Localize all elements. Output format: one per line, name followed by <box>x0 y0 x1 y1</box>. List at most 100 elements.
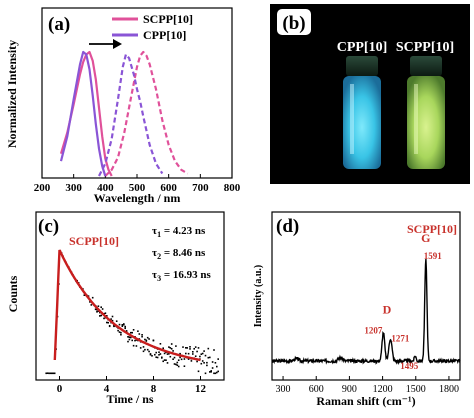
decay-point <box>120 331 122 334</box>
decay-point <box>107 321 109 324</box>
decay-point <box>179 356 181 359</box>
decay-point <box>214 362 217 364</box>
decay-point <box>204 354 207 357</box>
a-series-scpp-dashed <box>104 50 189 177</box>
lifetime-list: τ1 = 4.23 ns τ2 = 8.46 ns τ3 = 16.93 ns <box>152 225 211 283</box>
panel-a-curves <box>59 50 189 177</box>
decay-point <box>132 329 135 331</box>
decay-point <box>128 336 131 338</box>
decay-point <box>216 371 218 374</box>
decay-point <box>111 315 114 318</box>
decay-point <box>146 348 149 351</box>
panel-d-xticks: 300 600 900 1200 1500 1800 <box>276 376 459 395</box>
raman-peak-label: 1271 <box>391 334 410 344</box>
decay-point <box>179 352 181 355</box>
decay-point <box>132 344 135 347</box>
a-xtick-label: 200 <box>34 182 51 194</box>
decay-point <box>183 365 186 367</box>
decay-point <box>158 351 160 353</box>
decay-point <box>189 348 191 350</box>
panel-b: (b) CPP[10] SCPP[10] <box>270 4 470 184</box>
decay-point <box>172 358 174 360</box>
decay-point <box>124 325 126 328</box>
arrow-head <box>113 39 122 49</box>
d-xtick-label: 300 <box>276 384 291 395</box>
decay-point <box>141 334 143 336</box>
decay-point <box>211 361 214 363</box>
vial-cpp-glow <box>343 76 381 169</box>
vial-label-scpp: SCPP[10] <box>396 40 454 55</box>
decay-point <box>192 351 194 353</box>
decay-point <box>168 346 170 348</box>
panel-c-label: (c) <box>38 216 59 237</box>
vial-label-cpp: CPP[10] <box>337 40 388 55</box>
decay-point <box>148 338 150 340</box>
a-series-cpp-solid <box>59 50 107 177</box>
decay-point <box>158 354 160 356</box>
decay-point <box>90 304 93 306</box>
decay-point <box>103 317 105 320</box>
panel-a-arrow <box>89 39 122 49</box>
decay-point <box>175 363 177 366</box>
a-xtick-label: 300 <box>65 182 82 194</box>
decay-point <box>186 347 188 349</box>
panel-c-xticks: 0 4 8 12 <box>57 376 207 395</box>
decay-point <box>46 372 49 374</box>
decay-point <box>206 361 208 364</box>
decay-point <box>207 347 210 350</box>
decay-point <box>169 355 172 358</box>
decay-point <box>217 358 219 360</box>
decay-point <box>118 331 121 333</box>
legend-label-scpp: SCPP[10] <box>143 12 193 26</box>
decay-point <box>175 345 177 347</box>
decay-point <box>213 349 215 351</box>
decay-point <box>200 353 203 355</box>
decay-point <box>207 356 210 359</box>
decay-point <box>146 336 149 339</box>
panel-c: (c) Counts Time / ns SCPP[10] τ1 = 4.23 … <box>6 211 225 406</box>
panel-d-sample-label: SCPP[10] <box>407 222 457 236</box>
decay-point <box>100 306 102 308</box>
decay-point <box>49 372 52 375</box>
vial-scpp <box>407 56 445 169</box>
decay-point <box>201 360 204 362</box>
d-xtick-label: 900 <box>342 384 357 395</box>
decay-point <box>96 309 98 311</box>
raman-band-label: D <box>383 302 392 316</box>
panel-c-sample-label: SCPP[10] <box>69 234 119 248</box>
decay-point <box>127 336 129 338</box>
decay-point <box>145 340 148 342</box>
raman-band-label: G <box>421 231 430 245</box>
decay-point <box>162 347 164 349</box>
panel-d-ylabel: Intensity (a.u.) <box>253 265 264 328</box>
decay-point <box>53 372 56 375</box>
decay-point <box>209 371 211 373</box>
a-xtick-label: 800 <box>224 182 241 194</box>
decay-point <box>159 353 162 355</box>
decay-point <box>149 353 152 355</box>
decay-point <box>144 338 146 341</box>
panel-b-label-box <box>277 9 311 35</box>
c-xtick-label: 8 <box>151 383 157 395</box>
panel-d-frame <box>271 211 461 381</box>
decay-point <box>166 362 169 364</box>
decay-point <box>176 364 179 366</box>
decay-point <box>203 350 205 352</box>
decay-point <box>216 365 218 368</box>
vial-scpp-cap <box>410 56 442 76</box>
decay-point <box>123 323 125 326</box>
decay-point <box>91 296 94 299</box>
a-xtick-label: 500 <box>129 182 146 194</box>
decay-point <box>180 358 183 361</box>
decay-point <box>201 352 204 355</box>
decay-point <box>155 356 157 358</box>
decay-point <box>118 323 121 326</box>
a-series-scpp-solid <box>59 50 113 177</box>
decay-point <box>211 367 214 369</box>
decay-point <box>177 359 180 361</box>
decay-point <box>217 370 219 373</box>
decay-point <box>89 301 91 303</box>
decay-point <box>48 372 50 375</box>
decay-point <box>131 339 133 342</box>
